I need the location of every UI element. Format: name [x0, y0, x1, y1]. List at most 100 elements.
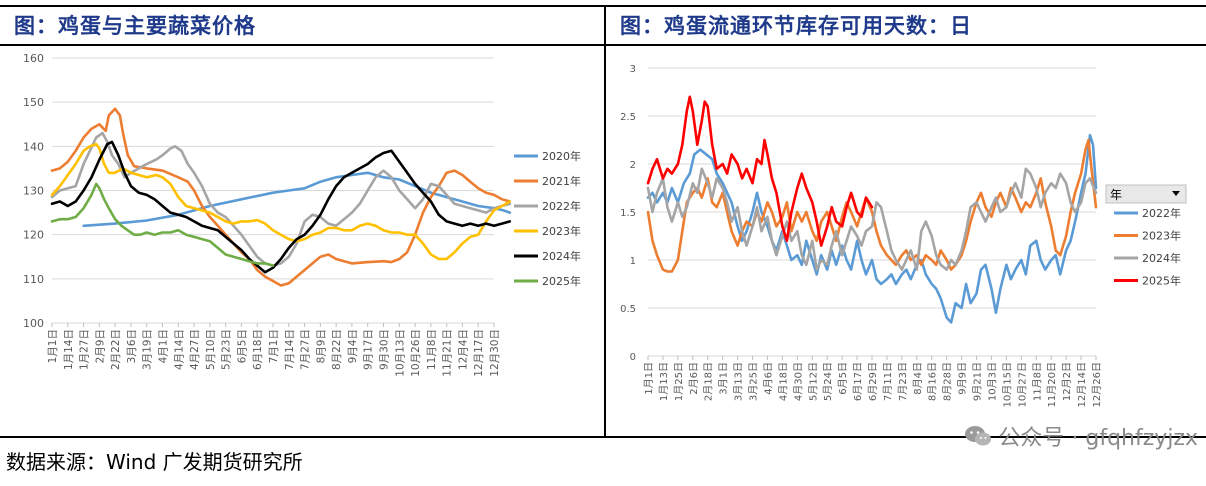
- top-border: [0, 5, 1206, 7]
- legend-header-box: [1105, 184, 1187, 204]
- x-tick-label: 1月27日: [79, 329, 91, 370]
- y-tick-label: 1.5: [620, 208, 636, 219]
- series-line-2022年: [50, 131, 512, 267]
- y-tick-label: 3: [630, 64, 636, 75]
- x-tick-label: 1月1日: [643, 362, 655, 395]
- x-tick-label: 4月27日: [189, 329, 201, 370]
- x-tick-label: 9月30日: [379, 329, 391, 370]
- y-tick-label: 2: [630, 160, 636, 171]
- x-tick-label: 10月27日: [1016, 362, 1028, 407]
- x-tick-label: 2月18日: [703, 362, 715, 401]
- x-tick-label: 2月6日: [688, 362, 700, 395]
- x-tick-label: 3月1日: [718, 362, 730, 395]
- series-line-2021年: [50, 107, 512, 287]
- series-line-2022年: [646, 133, 1098, 324]
- legend-title: 年: [1110, 188, 1122, 202]
- y-tick-label: 1: [630, 256, 636, 267]
- x-tick-label: 2月22日: [110, 329, 122, 370]
- x-tick-label: 8月28日: [942, 362, 954, 401]
- series-line-2024年: [50, 140, 512, 274]
- legend-label: 2025年: [1142, 274, 1181, 288]
- x-tick-label: 11月8日: [426, 329, 438, 370]
- x-tick-label: 6月5日: [236, 329, 248, 363]
- legend-label: 2022年: [1142, 206, 1181, 220]
- x-tick-label: 6月17日: [852, 362, 864, 401]
- x-tick-label: 7月11日: [882, 362, 894, 401]
- series-line-2020年: [82, 171, 512, 228]
- x-tick-label: 11月8日: [1031, 362, 1043, 401]
- x-tick-label: 12月4日: [457, 329, 469, 370]
- y-tick-label: 0.5: [620, 304, 636, 315]
- x-tick-label: 5月24日: [822, 362, 834, 401]
- left-chart-title: 图：鸡蛋与主要蔬菜价格: [14, 14, 256, 38]
- x-tick-label: 4月1日: [158, 329, 170, 363]
- legend-label: 2023年: [1142, 229, 1181, 243]
- right-chart-title: 图：鸡蛋流通环节库存可用天数：日: [620, 14, 972, 38]
- x-tick-label: 6月18日: [252, 329, 264, 370]
- x-tick-label: 1月25日: [673, 362, 685, 401]
- x-tick-label: 11月21日: [442, 329, 454, 377]
- x-tick-label: 7月27日: [300, 329, 312, 370]
- wechat-icon: [965, 426, 992, 446]
- legend-label: 2024年: [1142, 251, 1181, 265]
- egg-vegetable-price-chart: 100 110 120 130 140 150 160 1月1日 1月14日 1月27日 2月9日 2…: [23, 52, 581, 377]
- x-tick-label: 7月1日: [268, 329, 280, 363]
- x-tick-label: 5月12日: [807, 362, 819, 401]
- series-line-2023年: [646, 138, 1098, 273]
- watermark-text: 公众号 · gfqhfzyjzx: [998, 426, 1198, 451]
- y-tick-label: 140: [23, 140, 44, 153]
- x-tick-label: 10月15日: [1001, 362, 1013, 407]
- x-tick-label: 4月30日: [792, 362, 804, 401]
- x-tick-label: 3月13日: [733, 362, 745, 401]
- x-tick-label: 12月30日: [489, 329, 501, 377]
- title-divider: [0, 44, 1206, 46]
- legend-label: 2020年: [542, 149, 581, 163]
- legend-label: 2024年: [542, 249, 581, 263]
- x-tick-label: 9月21日: [972, 362, 984, 401]
- x-tick-label: 5月23日: [221, 329, 233, 370]
- x-tick-label: 8月22日: [331, 329, 343, 370]
- x-tick-label: 4月14日: [173, 329, 185, 370]
- x-tick-label: 9月9日: [957, 362, 969, 395]
- x-tick-label: 1月1日: [47, 329, 59, 363]
- x-tick-label: 12月26日: [1091, 362, 1103, 407]
- y-tick-label: 2.5: [620, 112, 636, 123]
- x-tick-label: 9月4日: [347, 329, 359, 363]
- y-tick-label: 150: [23, 96, 44, 109]
- legend-label: 2021年: [542, 174, 581, 188]
- egg-inventory-days-chart: 0 0.5 1 1.5 2 2.5 3 1月1日 1月13日 1月25日 2月6日 2月18日 3月1日…: [620, 64, 1187, 407]
- x-tick-label: 6月5日: [837, 362, 849, 395]
- x-tick-label: 2月9日: [94, 329, 106, 363]
- x-tick-label: 7月14日: [284, 329, 296, 370]
- x-tick-label: 9月17日: [363, 329, 375, 370]
- y-tick-label: 120: [23, 229, 44, 242]
- x-tick-label: 8月16日: [927, 362, 939, 401]
- series-line-2025年: [50, 182, 275, 267]
- y-tick-label: 110: [23, 273, 44, 286]
- y-tick-label: 100: [23, 317, 44, 330]
- series-line-2025年: [646, 95, 874, 247]
- x-tick-label: 11月20日: [1046, 362, 1058, 407]
- x-tick-label: 3月6日: [126, 329, 138, 363]
- x-tick-label: 7月23日: [897, 362, 909, 401]
- bottom-border: [0, 436, 1206, 438]
- x-tick-label: 6月29日: [867, 362, 879, 401]
- x-tick-label: 10月3日: [986, 362, 998, 401]
- legend-label: 2025年: [542, 274, 581, 288]
- x-tick-label: 4月6日: [762, 362, 774, 395]
- dropdown-arrow-icon: [1172, 191, 1180, 196]
- x-tick-label: 4月18日: [777, 362, 789, 401]
- y-tick-label: 130: [23, 185, 44, 198]
- x-tick-label: 8月9日: [315, 329, 327, 363]
- x-tick-label: 1月13日: [658, 362, 670, 401]
- x-tick-label: 12月17日: [473, 329, 485, 377]
- x-tick-label: 3月19日: [142, 329, 154, 370]
- watermark: 公众号 · gfqhfzyjzx: [964, 420, 1198, 452]
- data-source-note: 数据来源：Wind 广发期货研究所: [6, 450, 303, 474]
- panel-divider: [604, 5, 606, 437]
- legend-label: 2022年: [542, 199, 581, 213]
- x-tick-label: 10月13日: [394, 329, 406, 377]
- y-tick-label: 0: [630, 352, 636, 363]
- series-line-2023年: [50, 142, 512, 261]
- x-tick-label: 3月25日: [748, 362, 760, 401]
